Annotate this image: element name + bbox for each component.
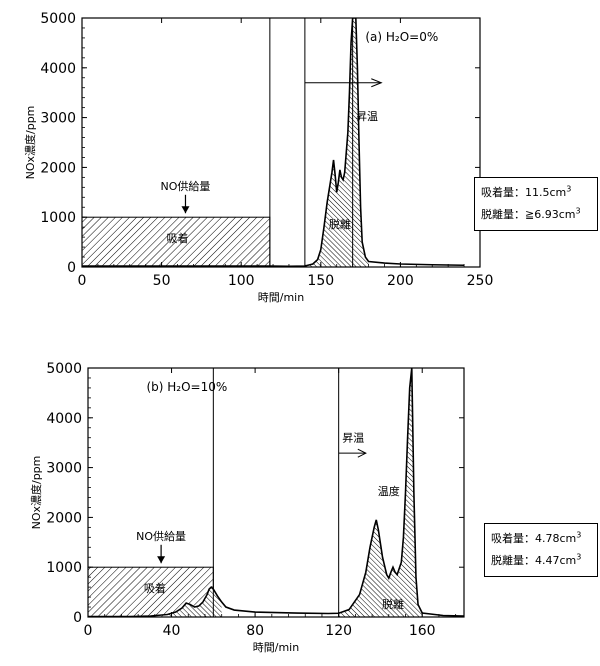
desorb-amount-b: 脱離量：4.47cm3 <box>491 552 582 567</box>
y-tick-label: 4000 <box>46 411 82 427</box>
chart-a: 0 50 100 150 200 250 0 1000 2000 3000 4000 5000 時間/m… <box>23 11 493 304</box>
x-axis-label: 時間/min <box>258 291 304 304</box>
heat-arrow-head <box>357 448 367 458</box>
y-tick-label: 5000 <box>46 361 82 377</box>
x-axis-label: 時間/min <box>253 641 299 654</box>
heat-label: 昇温 <box>356 110 378 123</box>
series-line <box>82 18 465 267</box>
y-tick-label: 0 <box>73 610 82 626</box>
y-tick-label: 3000 <box>40 111 76 127</box>
desorb-amount-a: 脱離量：≧6.93cm3 <box>481 206 581 221</box>
x-tick-label: 150 <box>307 273 334 289</box>
info-box-b: 吸着量：4.78cm3 脱離量：4.47cm3 <box>484 523 598 577</box>
y-axis-label: NOx濃度/ppm <box>23 106 37 180</box>
x-tick-label: 40 <box>163 623 181 639</box>
x-tick-label: 120 <box>325 623 352 639</box>
plot-frame <box>81 17 481 268</box>
x-tick-label: 100 <box>228 273 255 289</box>
x-tick-label: 50 <box>153 273 171 289</box>
y-tick-label: 1000 <box>40 210 76 226</box>
desorb-label: 脱離 <box>329 217 351 231</box>
heat-arrow-head <box>371 78 383 88</box>
series-line <box>88 368 464 617</box>
chart-title: (a) H₂O=0% <box>365 30 438 44</box>
y-tick-label: 2000 <box>40 160 76 176</box>
feed-label: NO供給量 <box>136 529 186 543</box>
x-tick-label: 0 <box>78 273 87 289</box>
feed-label: NO供給量 <box>161 179 211 193</box>
info-box-a: 吸着量：11.5cm3 脱離量：≧6.93cm3 <box>474 177 598 231</box>
y-tick-label: 1000 <box>46 560 82 576</box>
adsorb-label: 吸着 <box>167 231 189 245</box>
y-tick-label: 4000 <box>40 61 76 77</box>
adsorb-label: 吸着 <box>144 581 166 595</box>
adsorb-amount-a: 吸着量：11.5cm3 <box>481 184 572 199</box>
y-axis-label: NOx濃度/ppm <box>29 456 43 530</box>
plot-frame <box>87 367 465 618</box>
feed-arrow-head <box>181 206 190 214</box>
adsorb-amount-b: 吸着量：4.78cm3 <box>491 530 582 545</box>
heat-label: 昇温 <box>342 432 364 445</box>
y-tick-label: 5000 <box>40 11 76 27</box>
feed-area <box>81 216 271 268</box>
temp-label: 温度 <box>378 484 400 498</box>
y-tick-label: 2000 <box>46 510 82 526</box>
x-tick-label: 0 <box>84 623 93 639</box>
x-tick-label: 250 <box>467 273 494 289</box>
y-tick-label: 0 <box>67 260 76 276</box>
desorb-label: 脱離 <box>382 597 404 611</box>
feed-arrow-head <box>157 556 166 564</box>
x-tick-label: 80 <box>246 623 264 639</box>
y-tick-label: 3000 <box>46 461 82 477</box>
chart-title: (b) H₂O=10% <box>146 380 227 394</box>
chart-b: 0 40 80 120 160 0 1000 2000 3000 4000 5000 時間/min NO… <box>29 361 465 654</box>
x-tick-label: 160 <box>409 623 436 639</box>
x-tick-label: 200 <box>387 273 414 289</box>
